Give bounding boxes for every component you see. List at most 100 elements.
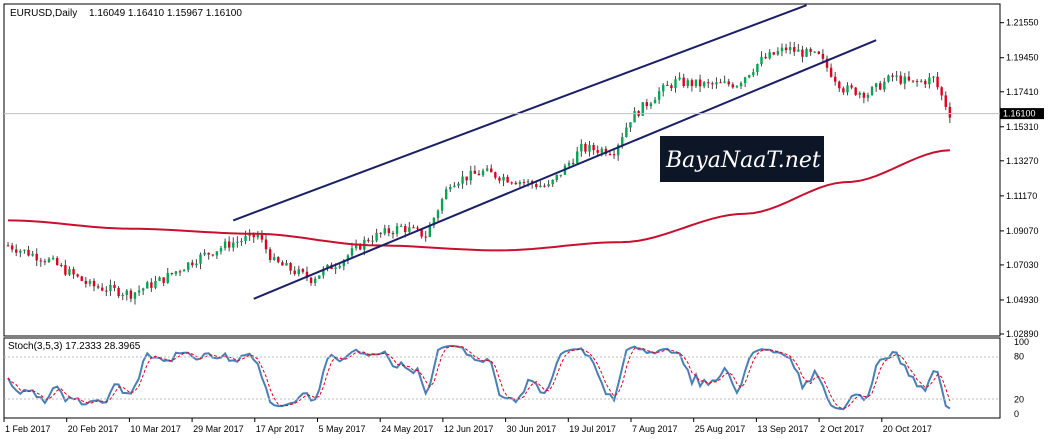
candle-body [141,288,145,291]
candle-body [39,260,43,262]
date-tick-label: 5 May 2017 [319,424,366,434]
candle-body [285,263,288,266]
chart-title: EURUSD,Daily [10,8,77,19]
candle-body [121,294,124,297]
candle-body [232,242,235,248]
candle-body [604,148,608,154]
date-tick-label: 25 Aug 2017 [695,424,746,434]
candle-body [707,82,710,84]
price-panel[interactable] [3,3,1001,337]
candle-body [6,245,10,247]
candle-body [670,85,673,89]
candle-body [760,56,763,65]
candle-body [432,217,436,226]
candle-body [182,269,186,272]
candle-body [297,269,300,275]
stochastic-panel[interactable] [3,337,1001,419]
date-tick-label: 2 Oct 2017 [820,424,864,434]
candle-body [215,251,219,256]
candle-body [698,79,702,87]
candle-body [616,144,620,156]
candle-body [702,82,706,87]
candle-body [649,103,653,107]
candle-body [821,53,825,59]
candle-body [866,95,870,98]
candlestick-series [6,41,952,305]
candle-body [506,176,509,183]
candle-body [592,144,595,151]
candle-body [15,249,18,253]
candle-body [813,51,816,53]
candle-body [608,153,612,155]
candle-body [801,49,804,57]
candle-body [60,264,63,266]
candle-body [301,269,305,272]
price-tick-label: 1.15310 [1006,122,1039,132]
candle-body [768,52,771,59]
candle-body [350,248,354,256]
candle-body [436,210,440,218]
candle-body [342,260,346,266]
candle-body [408,227,411,233]
candle-body [96,286,100,288]
candle-body [694,79,698,87]
price-tick-label: 1.02890 [1006,329,1039,339]
candle-body [207,252,210,255]
candle-body [293,270,296,275]
candle-body [383,228,386,234]
date-tick-label: 13 Sep 2017 [757,424,808,434]
candle-body [817,51,821,54]
price-tick-label: 1.09070 [1006,226,1039,236]
candle-body [449,187,452,190]
stochastic-tick-label: 80 [1014,351,1024,361]
candle-body [727,81,730,85]
candle-body [256,234,260,238]
candle-body [850,85,853,88]
candle-body [440,199,444,211]
candle-body [854,87,857,95]
candle-body [359,244,362,250]
candle-body [600,148,603,153]
candle-body [543,185,546,187]
candle-body [113,284,116,288]
candle-body [240,241,243,243]
candle-body [322,268,325,276]
candle-body [178,271,182,273]
candle-body [354,244,358,249]
candle-body [465,176,468,181]
candle-body [510,182,513,184]
candle-body [375,232,378,241]
candle-body [326,264,329,269]
candle-body [76,274,79,277]
date-tick-label: 20 Oct 2017 [883,424,932,434]
stochastic-main-line [7,344,951,411]
candle-body [223,241,227,249]
candle-body [539,185,542,187]
candle-body [367,239,370,241]
candle-body [825,58,829,68]
candle-body [735,86,739,88]
candle-body [621,137,624,145]
candle-body [682,77,685,86]
candle-body [101,287,104,291]
candle-body [416,227,419,229]
candle-body [129,290,133,299]
moving-average-line [7,149,950,252]
candle-body [686,80,689,86]
candle-body [387,228,391,234]
candle-body [555,174,558,180]
candle-body [391,233,395,235]
candle-body [596,150,599,153]
candle-body [588,144,591,152]
price-tick-label: 1.04930 [1006,295,1039,305]
candle-body [268,249,272,260]
candle-body [657,91,661,100]
candle-body [477,173,481,176]
candle-body [522,182,526,184]
candle-body [653,99,657,104]
price-axis: 1.21550 1.19450 1.17410 1.15310 1.13270 1.111… [1000,18,1039,339]
candle-body [629,122,632,128]
stochastic-signal-line [7,345,951,410]
candle-body [47,258,51,263]
candle-body [498,177,501,181]
